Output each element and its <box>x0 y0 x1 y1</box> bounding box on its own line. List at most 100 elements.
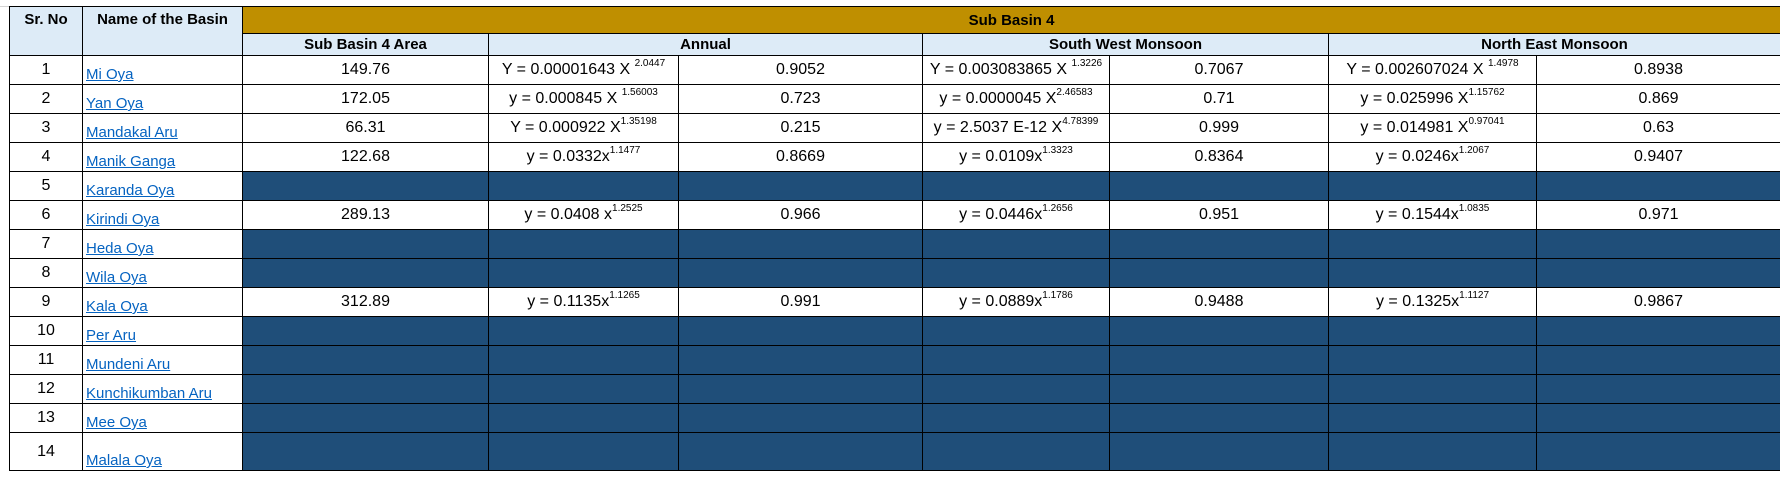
basin-link[interactable]: Wila Oya <box>86 269 147 286</box>
empty-cell[interactable] <box>1109 229 1329 259</box>
sr-no-cell[interactable]: 11 <box>9 345 83 375</box>
empty-cell[interactable] <box>242 403 489 433</box>
sw-r2-cell[interactable]: 0.999 <box>1109 113 1329 143</box>
sw-r2-cell[interactable]: 0.951 <box>1109 200 1329 230</box>
empty-cell[interactable] <box>1109 345 1329 375</box>
area-cell[interactable]: 289.13 <box>242 200 489 230</box>
empty-cell[interactable] <box>488 171 679 201</box>
empty-cell[interactable] <box>678 258 923 288</box>
empty-cell[interactable] <box>678 432 923 471</box>
sw-equation-cell[interactable]: y = 2.5037 E-12 X4.78399 <box>922 113 1110 143</box>
area-cell[interactable]: 149.76 <box>242 55 489 85</box>
ne-r2-cell[interactable]: 0.63 <box>1535 113 1780 143</box>
basin-link[interactable]: Kirindi Oya <box>86 211 160 228</box>
area-cell[interactable]: 122.68 <box>242 142 489 172</box>
sr-no-cell[interactable]: 6 <box>9 200 83 230</box>
basin-link[interactable]: Malala Oya <box>86 452 162 469</box>
basin-name-cell[interactable]: Manik Ganga <box>82 142 243 172</box>
empty-cell[interactable] <box>488 403 679 433</box>
empty-cell[interactable] <box>922 171 1110 201</box>
basin-name-cell[interactable]: Kunchikumban Aru <box>82 374 243 404</box>
empty-cell[interactable] <box>1328 345 1537 375</box>
sw-r2-cell[interactable]: 0.7067 <box>1109 55 1329 85</box>
empty-cell[interactable] <box>678 374 923 404</box>
basin-name-cell[interactable]: Kala Oya <box>82 287 243 317</box>
empty-cell[interactable] <box>488 316 679 346</box>
empty-cell[interactable] <box>922 432 1110 471</box>
empty-cell[interactable] <box>242 316 489 346</box>
empty-cell[interactable] <box>242 171 489 201</box>
empty-cell[interactable] <box>1328 171 1537 201</box>
sw-equation-cell[interactable]: y = 0.0109x1.3323 <box>922 142 1110 172</box>
empty-cell[interactable] <box>1109 432 1329 471</box>
basin-name-cell[interactable]: Yan Oya <box>82 84 243 114</box>
empty-cell[interactable] <box>922 258 1110 288</box>
empty-cell[interactable] <box>1535 345 1780 375</box>
empty-cell[interactable] <box>488 258 679 288</box>
sr-no-cell[interactable]: 9 <box>9 287 83 317</box>
basin-link[interactable]: Mandakal Aru <box>86 124 178 141</box>
empty-cell[interactable] <box>488 229 679 259</box>
annual-equation-cell[interactable]: y = 0.0332x1.1477 <box>488 142 679 172</box>
header-sr-no[interactable]: Sr. No <box>9 6 83 56</box>
empty-cell[interactable] <box>1109 316 1329 346</box>
basin-name-cell[interactable]: Karanda Oya <box>82 171 243 201</box>
ne-equation-cell[interactable]: y = 0.1544x1.0835 <box>1328 200 1537 230</box>
empty-cell[interactable] <box>678 316 923 346</box>
empty-cell[interactable] <box>1535 258 1780 288</box>
empty-cell[interactable] <box>678 171 923 201</box>
basin-link[interactable]: Heda Oya <box>86 240 154 257</box>
empty-cell[interactable] <box>678 345 923 375</box>
empty-cell[interactable] <box>242 229 489 259</box>
ne-r2-cell[interactable]: 0.971 <box>1535 200 1780 230</box>
area-cell[interactable]: 172.05 <box>242 84 489 114</box>
empty-cell[interactable] <box>1328 432 1537 471</box>
sr-no-cell[interactable]: 12 <box>9 374 83 404</box>
annual-equation-cell[interactable]: y = 0.0408 x1.2525 <box>488 200 679 230</box>
empty-cell[interactable] <box>1109 374 1329 404</box>
empty-cell[interactable] <box>1328 229 1537 259</box>
annual-r2-cell[interactable]: 0.9052 <box>678 55 923 85</box>
ne-equation-cell[interactable]: y = 0.025996 X1.15762 <box>1328 84 1537 114</box>
empty-cell[interactable] <box>1328 258 1537 288</box>
basin-link[interactable]: Kala Oya <box>86 298 148 315</box>
sr-no-cell[interactable]: 5 <box>9 171 83 201</box>
basin-name-cell[interactable]: Kirindi Oya <box>82 200 243 230</box>
ne-equation-cell[interactable]: Y = 0.002607024 X 1.4978 <box>1328 55 1537 85</box>
basin-link[interactable]: Karanda Oya <box>86 182 175 199</box>
empty-cell[interactable] <box>488 374 679 404</box>
empty-cell[interactable] <box>1328 374 1537 404</box>
basin-name-cell[interactable]: Wila Oya <box>82 258 243 288</box>
empty-cell[interactable] <box>922 374 1110 404</box>
basin-link[interactable]: Manik Ganga <box>86 153 176 170</box>
empty-cell[interactable] <box>1535 171 1780 201</box>
header-north-east-monsoon[interactable]: North East Monsoon <box>1327 33 1780 56</box>
empty-cell[interactable] <box>922 316 1110 346</box>
basin-name-cell[interactable]: Mundeni Aru <box>82 345 243 375</box>
empty-cell[interactable] <box>488 345 679 375</box>
sw-r2-cell[interactable]: 0.8364 <box>1109 142 1329 172</box>
sr-no-cell[interactable]: 1 <box>9 55 83 85</box>
header-south-west-monsoon[interactable]: South West Monsoon <box>922 33 1329 56</box>
empty-cell[interactable] <box>922 229 1110 259</box>
annual-equation-cell[interactable]: y = 0.1135x1.1265 <box>488 287 679 317</box>
empty-cell[interactable] <box>1328 316 1537 346</box>
empty-cell[interactable] <box>1109 171 1329 201</box>
ne-equation-cell[interactable]: y = 0.014981 X0.97041 <box>1328 113 1537 143</box>
basin-link[interactable]: Mee Oya <box>86 414 147 431</box>
ne-r2-cell[interactable]: 0.869 <box>1535 84 1780 114</box>
empty-cell[interactable] <box>1535 316 1780 346</box>
header-area[interactable]: Sub Basin 4 Area <box>242 33 489 56</box>
annual-equation-cell[interactable]: y = 0.000845 X 1.56003 <box>488 84 679 114</box>
empty-cell[interactable] <box>1109 258 1329 288</box>
sr-no-cell[interactable]: 3 <box>9 113 83 143</box>
header-sub-basin-4[interactable]: Sub Basin 4 <box>241 6 1780 34</box>
empty-cell[interactable] <box>242 345 489 375</box>
empty-cell[interactable] <box>1109 403 1329 433</box>
empty-cell[interactable] <box>1535 432 1780 471</box>
sw-equation-cell[interactable]: y = 0.0000045 X2.46583 <box>922 84 1110 114</box>
empty-cell[interactable] <box>922 403 1110 433</box>
annual-r2-cell[interactable]: 0.723 <box>678 84 923 114</box>
empty-cell[interactable] <box>1328 403 1537 433</box>
annual-r2-cell[interactable]: 0.215 <box>678 113 923 143</box>
